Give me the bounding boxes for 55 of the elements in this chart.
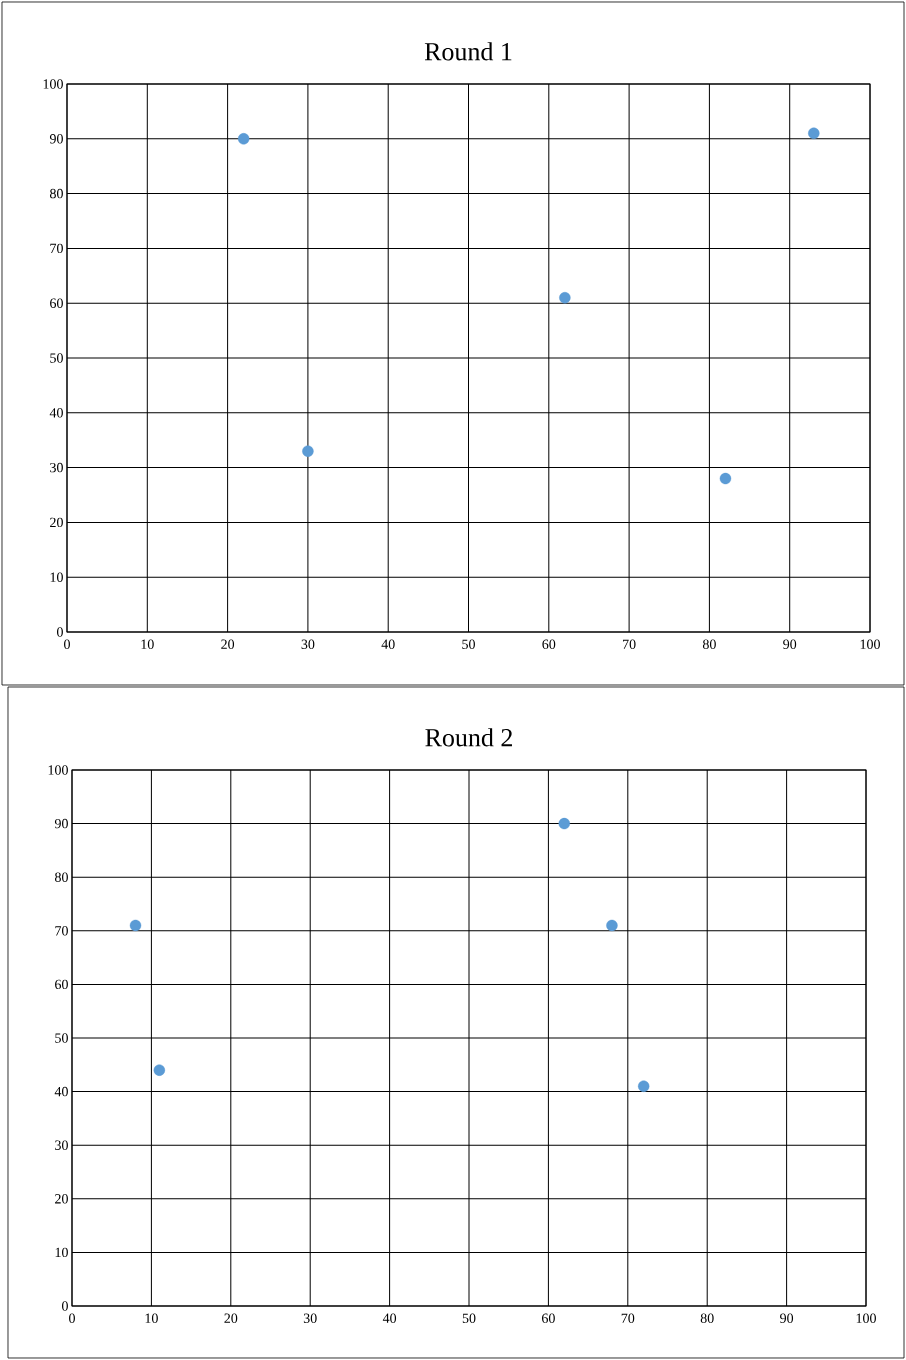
- y-tick-label: 10: [55, 1247, 68, 1258]
- x-tick-label: 10: [141, 639, 154, 649]
- x-tick-label: 30: [301, 639, 315, 649]
- x-tick-label: 60: [542, 639, 556, 649]
- point: [558, 817, 570, 830]
- y-tick-label: 90: [54, 818, 68, 829]
- x-tick-label: 40: [381, 639, 395, 649]
- point: [129, 919, 142, 932]
- x-tick-label: 90: [783, 639, 797, 649]
- y-tick-label: 50: [50, 353, 63, 363]
- x-tick-label: 100: [860, 639, 880, 649]
- x-tick-label: 70: [623, 639, 636, 649]
- y-tick-label: 100: [43, 79, 63, 89]
- y-tick-label: 60: [50, 298, 63, 308]
- x-tick-label: 80: [700, 1313, 714, 1323]
- y-tick-label: 100: [48, 765, 68, 775]
- y-tick-label: 80: [50, 188, 63, 199]
- y-tick-label: 30: [55, 1140, 68, 1150]
- y-tick-label: 0: [57, 627, 63, 637]
- x-tick-label: 70: [621, 1313, 635, 1323]
- y-tick-label: 50: [55, 1033, 68, 1043]
- point: [237, 133, 250, 145]
- y-tick-label: 0: [62, 1301, 68, 1311]
- x-tick-label: 60: [542, 1313, 555, 1323]
- point: [637, 1080, 650, 1092]
- x-tick-label: 50: [462, 639, 475, 649]
- x-tick-label: 80: [702, 639, 716, 649]
- y-tick-label: 40: [54, 1086, 68, 1097]
- y-tick-label: 70: [55, 926, 68, 936]
- x-tick-label: 10: [145, 1313, 158, 1323]
- x-tick-label: 100: [856, 1313, 876, 1323]
- x-tick-label: 40: [382, 1313, 397, 1323]
- y-tick-label: 60: [55, 979, 68, 990]
- point: [719, 472, 732, 485]
- y-tick-label: 80: [55, 872, 68, 882]
- y-tick-label: 70: [50, 243, 63, 254]
- chart-title: Round 2: [425, 728, 512, 747]
- y-tick-label: 30: [50, 462, 63, 473]
- x-tick-label: 20: [221, 639, 235, 649]
- y-tick-label: 40: [49, 408, 63, 418]
- y-tick-label: 10: [50, 572, 63, 582]
- x-tick-label: 50: [462, 1313, 476, 1323]
- y-tick-label: 90: [49, 134, 63, 144]
- point: [153, 1064, 166, 1076]
- x-tick-label: 30: [303, 1313, 317, 1323]
- x-tick-label: 0: [69, 1313, 75, 1323]
- x-tick-label: 90: [780, 1313, 794, 1323]
- y-tick-label: 20: [55, 1194, 68, 1204]
- y-tick-label: 20: [50, 517, 63, 528]
- chart-title: Round 1: [424, 42, 512, 61]
- point: [808, 127, 820, 140]
- point: [302, 445, 314, 457]
- point: [606, 919, 618, 932]
- x-tick-label: 20: [224, 1313, 238, 1323]
- point: [559, 292, 571, 304]
